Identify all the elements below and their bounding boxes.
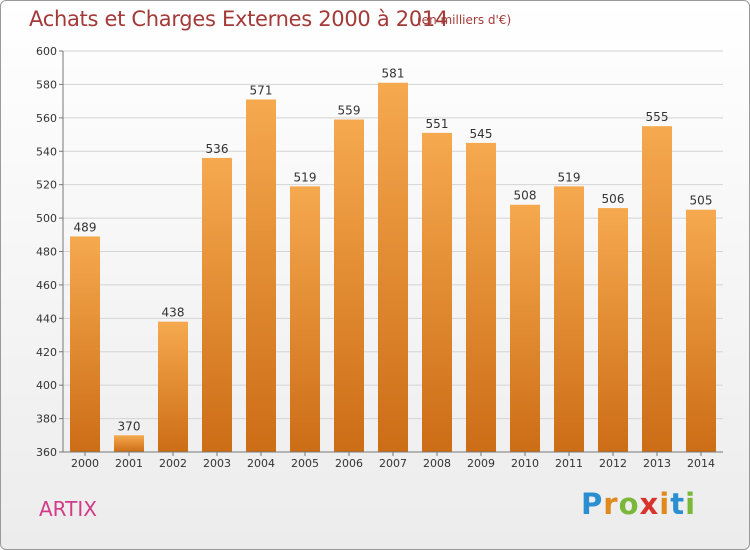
y-tick-label: 380	[36, 413, 57, 426]
x-tick-label: 2005	[291, 457, 319, 470]
bar	[114, 435, 144, 452]
y-tick-label: 460	[36, 279, 57, 292]
x-tick-label: 2008	[423, 457, 451, 470]
bar	[378, 82, 408, 452]
bar-value-label: 559	[338, 104, 361, 118]
x-tick-label: 2007	[379, 457, 407, 470]
bar-value-label: 581	[382, 67, 405, 81]
bar	[466, 142, 496, 453]
x-tick-label: 2009	[467, 457, 495, 470]
bar-value-label: 438	[162, 306, 185, 320]
x-tick-label: 2010	[511, 457, 539, 470]
y-tick-label: 400	[36, 379, 57, 392]
bar-value-label: 545	[470, 127, 493, 141]
bar	[686, 209, 716, 452]
chart-title: Achats et Charges Externes 2000 à 2014	[29, 7, 449, 31]
bar	[246, 99, 276, 453]
bar	[70, 236, 100, 452]
x-tick-label: 2003	[203, 457, 231, 470]
bars	[70, 82, 716, 453]
bar-value-label: 505	[690, 194, 713, 208]
y-tick-label: 480	[36, 246, 57, 259]
commune-name: ARTIX	[39, 497, 97, 521]
bar-value-label: 489	[74, 220, 97, 234]
bar	[598, 208, 628, 452]
x-tick-label: 2011	[555, 457, 583, 470]
bar-value-label: 519	[558, 170, 581, 184]
x-tick-label: 2012	[599, 457, 627, 470]
bar	[554, 186, 584, 452]
bar	[334, 119, 364, 453]
chart-subtitle: (en milliers d'€)	[417, 13, 512, 27]
bar	[158, 321, 188, 452]
value-labels: 489 370 438 536 571 519 559 581 551 545 508 519 506 5…	[74, 67, 713, 434]
bar-value-label: 508	[514, 189, 537, 203]
x-tick-label: 2001	[115, 457, 143, 470]
y-axis-ticks: 360 380 400 420 440 460 480 500 520 540 560 580 600	[36, 45, 63, 459]
bar	[202, 157, 232, 452]
y-tick-label: 540	[36, 145, 57, 158]
bar-value-label: 506	[602, 192, 625, 206]
y-tick-label: 520	[36, 179, 57, 192]
bar-value-label: 519	[294, 170, 317, 184]
bar	[290, 186, 320, 452]
bar	[422, 132, 452, 452]
bar-value-label: 555	[646, 110, 669, 124]
y-tick-label: 440	[36, 312, 57, 325]
y-tick-label: 360	[36, 446, 57, 459]
bar-value-label: 551	[426, 117, 449, 131]
bar-value-label: 571	[250, 83, 273, 97]
x-axis-ticks: 2000 2001 2002 2003 2004 2005 2006 2007 2008 2009…	[71, 452, 715, 470]
bar-value-label: 370	[118, 419, 141, 433]
y-tick-label: 500	[36, 212, 57, 225]
bar	[510, 204, 540, 452]
x-tick-label: 2000	[71, 457, 99, 470]
proxiti-logo: Proxiti	[581, 487, 697, 521]
axes	[62, 51, 723, 453]
x-tick-label: 2014	[687, 457, 715, 470]
bar	[642, 126, 672, 452]
x-tick-label: 2013	[643, 457, 671, 470]
x-tick-label: 2004	[247, 457, 275, 470]
y-tick-label: 580	[36, 78, 57, 91]
x-tick-label: 2006	[335, 457, 363, 470]
x-tick-label: 2002	[159, 457, 187, 470]
y-tick-label: 600	[36, 45, 57, 58]
y-tick-label: 560	[36, 112, 57, 125]
y-tick-label: 420	[36, 346, 57, 359]
bar-value-label: 536	[206, 142, 229, 156]
